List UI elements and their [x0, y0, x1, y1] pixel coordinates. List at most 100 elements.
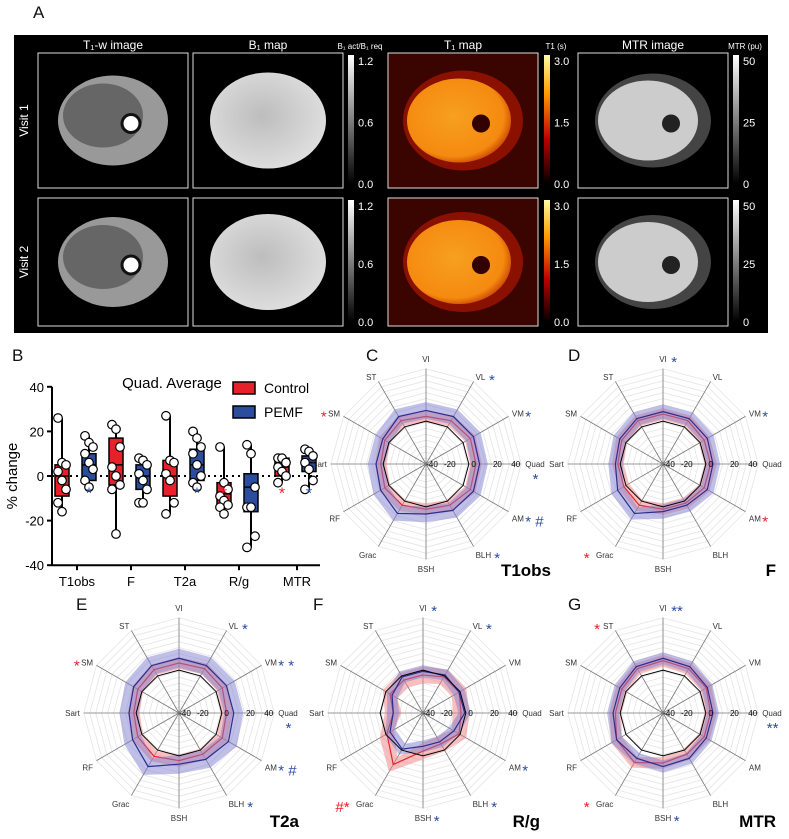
x-tick-label: T2a: [174, 574, 197, 589]
data-point: [188, 448, 198, 459]
significance-marker: *: [762, 408, 768, 425]
axis-label: Grac: [356, 800, 373, 809]
colorbar: 1.2 0.6 0.0: [348, 200, 373, 329]
panel-label-f: F: [313, 595, 324, 614]
axis-label: Grac: [596, 800, 613, 809]
mri-image: [192, 52, 344, 189]
significance-marker: *: [674, 813, 680, 830]
axis-label: BSH: [655, 565, 672, 574]
mri-image: [387, 197, 539, 327]
r-tick-label: -20: [444, 460, 456, 469]
x-tick-label: MTR: [283, 574, 311, 589]
significance-marker: * #: [278, 763, 297, 780]
radar-title: MTR: [739, 812, 776, 831]
axis-label: SM: [565, 409, 577, 418]
colorbar-tick: 0.0: [358, 179, 373, 191]
axis-label: Quad: [525, 460, 545, 469]
data-point: [223, 484, 233, 495]
colorbar-tick: 50: [743, 56, 755, 68]
data-point: [61, 484, 71, 495]
axis-label: VI: [659, 604, 667, 613]
data-point: [61, 459, 71, 470]
significance-marker: **: [767, 720, 779, 737]
data-point: [88, 442, 98, 452]
axis-label: VL: [473, 622, 483, 631]
significance-marker: *: [671, 354, 677, 371]
axis-label: AM: [749, 515, 761, 524]
line-pemf: [612, 657, 714, 768]
reference-line: [135, 669, 223, 757]
significance-marker: * *: [278, 657, 294, 674]
panel-label-d: D: [568, 346, 581, 365]
axis-label: VM: [509, 658, 521, 667]
r-tick-label: 40: [748, 709, 757, 718]
box-control: [107, 419, 125, 539]
axis-label: SM: [565, 658, 577, 667]
colorbar-tick: 50: [743, 201, 755, 213]
axis-label: AM: [512, 515, 524, 524]
significance-marker: *: [306, 485, 312, 502]
data-point: [281, 457, 291, 468]
r-tick-label: -40: [663, 460, 675, 469]
data-point: [304, 464, 314, 475]
radial-axis: [580, 712, 664, 761]
axis-label: BSH: [171, 814, 188, 823]
box-control: [273, 453, 291, 488]
r-tick-label: 0: [468, 709, 473, 718]
data-point: [138, 497, 148, 508]
significance-marker: *: [489, 372, 495, 389]
line-pemf: [389, 670, 466, 750]
x-tick-label: F: [127, 574, 135, 589]
mri-image: [577, 197, 729, 327]
row-label: Visit 1: [17, 104, 31, 137]
axis-label: VI: [419, 604, 427, 613]
data-point: [57, 506, 67, 517]
line-pemf: [375, 409, 481, 515]
data-point: [219, 509, 229, 519]
r-tick-label: -40: [426, 460, 438, 469]
data-point: [192, 433, 202, 443]
data-point: [281, 471, 291, 481]
data-point: [246, 502, 256, 513]
significance-marker: *: [86, 485, 92, 502]
panel-label-a: A: [33, 3, 45, 22]
significance-marker: #*: [335, 799, 349, 816]
colorbar-title: T1 (s): [546, 42, 567, 51]
r-tick-label: 20: [493, 460, 502, 469]
line-pemf: [128, 657, 235, 768]
y-tick-label: 0: [37, 469, 44, 484]
r-tick-label: 40: [511, 460, 520, 469]
axis-label: Sart: [309, 709, 324, 718]
radar-title: T2a: [270, 812, 300, 831]
axis-label: VM: [512, 409, 524, 418]
significance-marker: *: [525, 408, 531, 425]
panel-label-e: E: [76, 595, 88, 614]
colorbar-tick: 1.5: [554, 259, 569, 271]
data-point: [169, 497, 179, 508]
r-tick-label: 20: [730, 460, 739, 469]
band-pemf: [384, 665, 471, 755]
colorbar-tick: 0: [743, 317, 749, 329]
r-tick-label: -20: [197, 709, 209, 718]
data-point: [138, 475, 148, 486]
data-point: [161, 410, 171, 421]
reference-line: [382, 420, 470, 508]
r-tick-label: 20: [490, 709, 499, 718]
data-point: [142, 459, 152, 470]
data-point: [53, 466, 63, 477]
colorbar: 3.0 1.5 0.0 T1 (s): [544, 42, 569, 191]
axis-label: Sart: [312, 460, 327, 469]
column-title: MTR image: [622, 38, 684, 52]
significance-marker: *: [431, 603, 437, 620]
colorbar-tick: 25: [743, 259, 755, 271]
chart-title: Quad. Average: [122, 375, 222, 392]
colorbar: 1.2 0.6 0.0 B₁ act/B₁ req: [338, 42, 383, 191]
legend-label: PEMF: [264, 404, 303, 420]
data-point: [273, 477, 283, 488]
data-point: [115, 442, 125, 452]
data-point: [53, 497, 63, 508]
significance-marker: *: [494, 550, 500, 567]
data-point: [308, 475, 318, 486]
r-tick-label: -20: [681, 460, 693, 469]
radar-chart-g: VI VL VM Quad AM BLH BSH Grac RF Sart SM ST -40 -20 0 2…: [549, 603, 782, 831]
